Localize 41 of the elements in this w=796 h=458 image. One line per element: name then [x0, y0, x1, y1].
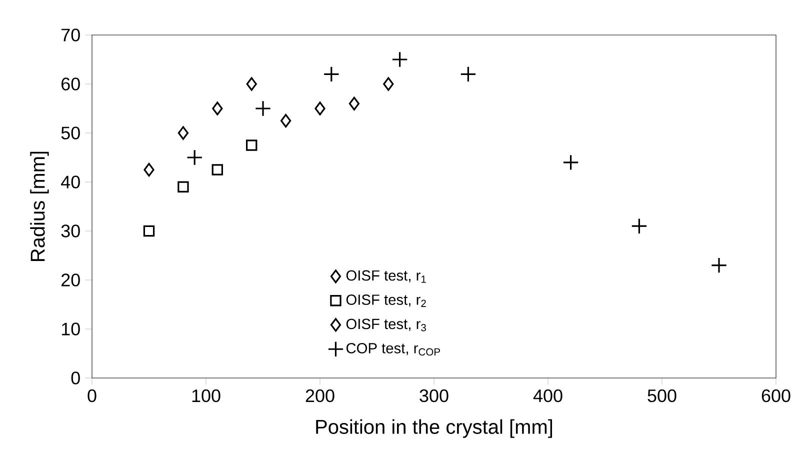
- point: [178, 126, 189, 140]
- point: [631, 218, 648, 234]
- point: [280, 114, 292, 128]
- x-tick-label: 400: [533, 389, 562, 402]
- point: [178, 181, 189, 193]
- x-tick-label: 200: [306, 389, 334, 402]
- point: [348, 96, 360, 110]
- point: [186, 149, 203, 166]
- y-tick-label: 30: [61, 224, 80, 238]
- point: [392, 51, 408, 68]
- x-tick-label: 0: [88, 389, 96, 402]
- point: [460, 66, 476, 82]
- point: [212, 164, 223, 176]
- point: [246, 77, 257, 91]
- legend-label: OISF test, r$_{3}$: [346, 318, 426, 332]
- point: [710, 257, 728, 274]
- y-tick-label: 60: [62, 78, 80, 90]
- point: [143, 225, 155, 237]
- legend-label: OISF test, r$_{1}$: [346, 270, 426, 283]
- y-tick-label: 50: [61, 126, 80, 140]
- point: [323, 66, 340, 82]
- y-tick-label: 70: [62, 28, 80, 42]
- x-tick-label: 100: [192, 389, 220, 402]
- point: [246, 140, 258, 151]
- legend-label: OISF test, r$_{2}$: [346, 294, 426, 307]
- y-tick-label: 10: [62, 322, 80, 336]
- y-tick-label: 20: [62, 274, 80, 286]
- point: [314, 102, 326, 116]
- x-tick-label: 300: [420, 389, 448, 402]
- point: [254, 100, 272, 117]
- x-axis-title: Position in the crystal [mm]: [316, 419, 552, 438]
- legend-label: COP test, r$_{COP}$: [346, 343, 440, 356]
- point: [212, 102, 223, 116]
- y-tick-label: 0: [71, 372, 80, 384]
- y-tick-label: 40: [61, 176, 80, 188]
- x-tick-label: 600: [762, 389, 790, 402]
- point: [144, 162, 154, 177]
- y-axis-title: Radius [mm]: [30, 152, 49, 261]
- x-tick-label: 500: [648, 389, 676, 402]
- point: [383, 77, 394, 91]
- point: [562, 154, 579, 171]
